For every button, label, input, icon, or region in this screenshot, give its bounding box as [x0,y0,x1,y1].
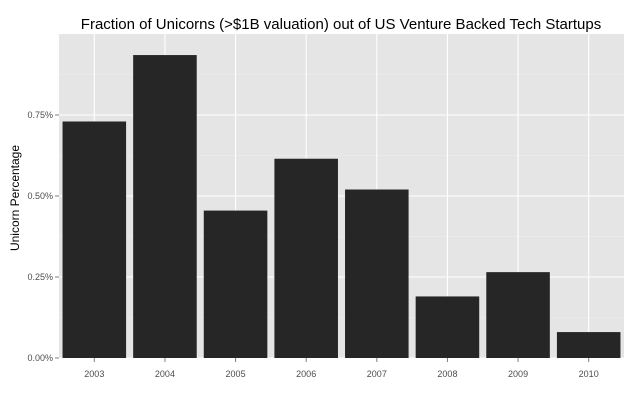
y-tick-label: 0.00% [27,353,53,363]
bar-2005 [203,210,268,358]
bar-2004 [133,55,197,359]
y-tick-label: 0.75% [27,110,53,120]
x-tick-label: 2010 [579,369,599,379]
y-axis: 0.00% 0.25% 0.50% 0.75% [27,110,59,363]
x-tick-label: 2007 [367,369,387,379]
x-tick-label: 2003 [84,369,104,379]
x-tick-label: 2009 [508,369,528,379]
x-tick-label: 2004 [155,369,175,379]
y-tick-label: 0.50% [27,191,53,201]
chart-title: Fraction of Unicorns (>$1B valuation) ou… [81,16,601,33]
bars [62,55,621,359]
bar-2009 [486,272,550,358]
x-tick-label: 2008 [437,369,457,379]
x-tick-label: 2006 [296,369,316,379]
bar-2003 [62,121,127,358]
bar-2010 [556,332,621,358]
bar-2007 [345,189,409,358]
bar-2008 [415,296,480,358]
x-tick-label: 2005 [226,369,246,379]
y-axis-label: Unicorn Percentage [8,145,22,251]
x-axis: 2003 2004 2005 2006 2007 2008 2009 2010 [84,358,599,379]
y-tick-label: 0.25% [27,272,53,282]
bar-2006 [274,158,338,358]
